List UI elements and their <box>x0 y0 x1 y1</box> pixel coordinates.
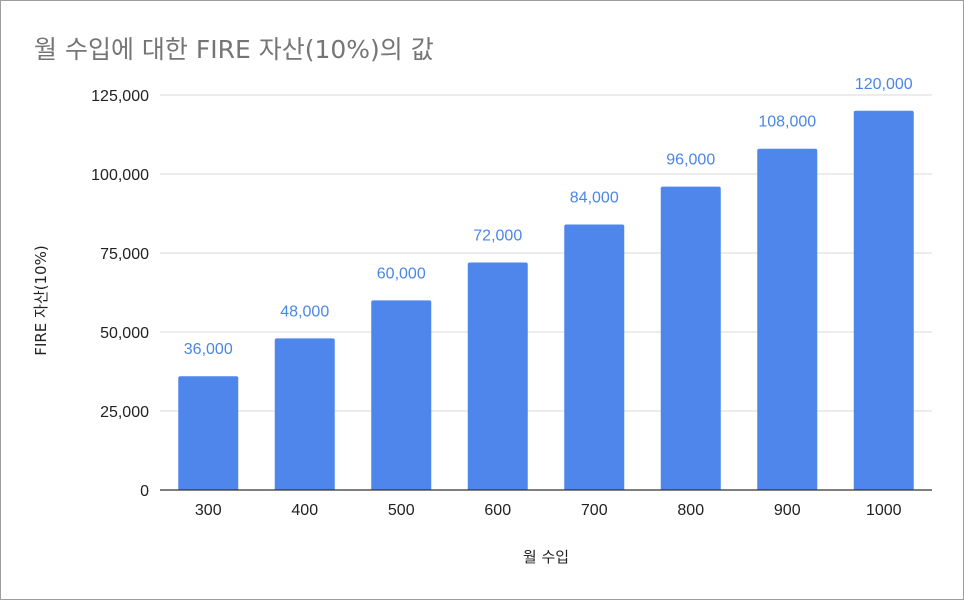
x-tick-label: 800 <box>677 502 704 519</box>
y-tick-label: 75,000 <box>100 246 149 263</box>
chart-title: 월 수입에 대한 FIRE 자산(10%)의 값 <box>34 35 434 64</box>
data-label: 60,000 <box>377 265 426 282</box>
bars <box>178 110 914 491</box>
y-axis-ticks: 0 25,000 50,000 75,000 100,000 125,000 <box>91 88 149 500</box>
x-tick-label: 700 <box>581 502 608 519</box>
x-axis-ticks: 300 400 500 600 700 800 900 1000 <box>195 502 902 519</box>
y-tick-label: 25,000 <box>100 404 149 421</box>
y-tick-label: 0 <box>140 483 149 500</box>
bar <box>564 224 625 490</box>
bar <box>467 262 528 490</box>
data-label: 96,000 <box>666 152 715 169</box>
x-tick-label: 600 <box>484 502 511 519</box>
bar <box>853 110 914 491</box>
x-tick-label: 400 <box>291 502 318 519</box>
x-tick-label: 1000 <box>866 502 902 519</box>
bar <box>660 186 721 490</box>
y-tick-label: 100,000 <box>91 167 149 184</box>
data-label: 84,000 <box>570 190 619 207</box>
data-label: 120,000 <box>855 76 913 93</box>
x-tick-label: 500 <box>388 502 415 519</box>
bar <box>178 376 239 490</box>
data-label: 48,000 <box>280 303 329 320</box>
data-label: 36,000 <box>184 341 233 358</box>
x-tick-label: 300 <box>195 502 222 519</box>
y-tick-label: 50,000 <box>100 325 149 342</box>
x-tick-label: 900 <box>774 502 801 519</box>
bar <box>371 300 432 490</box>
data-label: 72,000 <box>473 227 522 244</box>
y-axis-label: FIRE 자산(10%) <box>32 245 50 355</box>
bar <box>274 338 335 490</box>
data-labels: 36,000 48,000 60,000 72,000 84,000 96,000 108,… <box>184 76 913 358</box>
y-tick-label: 125,000 <box>91 88 149 105</box>
bar <box>757 148 818 490</box>
data-label: 108,000 <box>758 114 816 131</box>
x-axis-label: 월 수입 <box>523 548 569 566</box>
